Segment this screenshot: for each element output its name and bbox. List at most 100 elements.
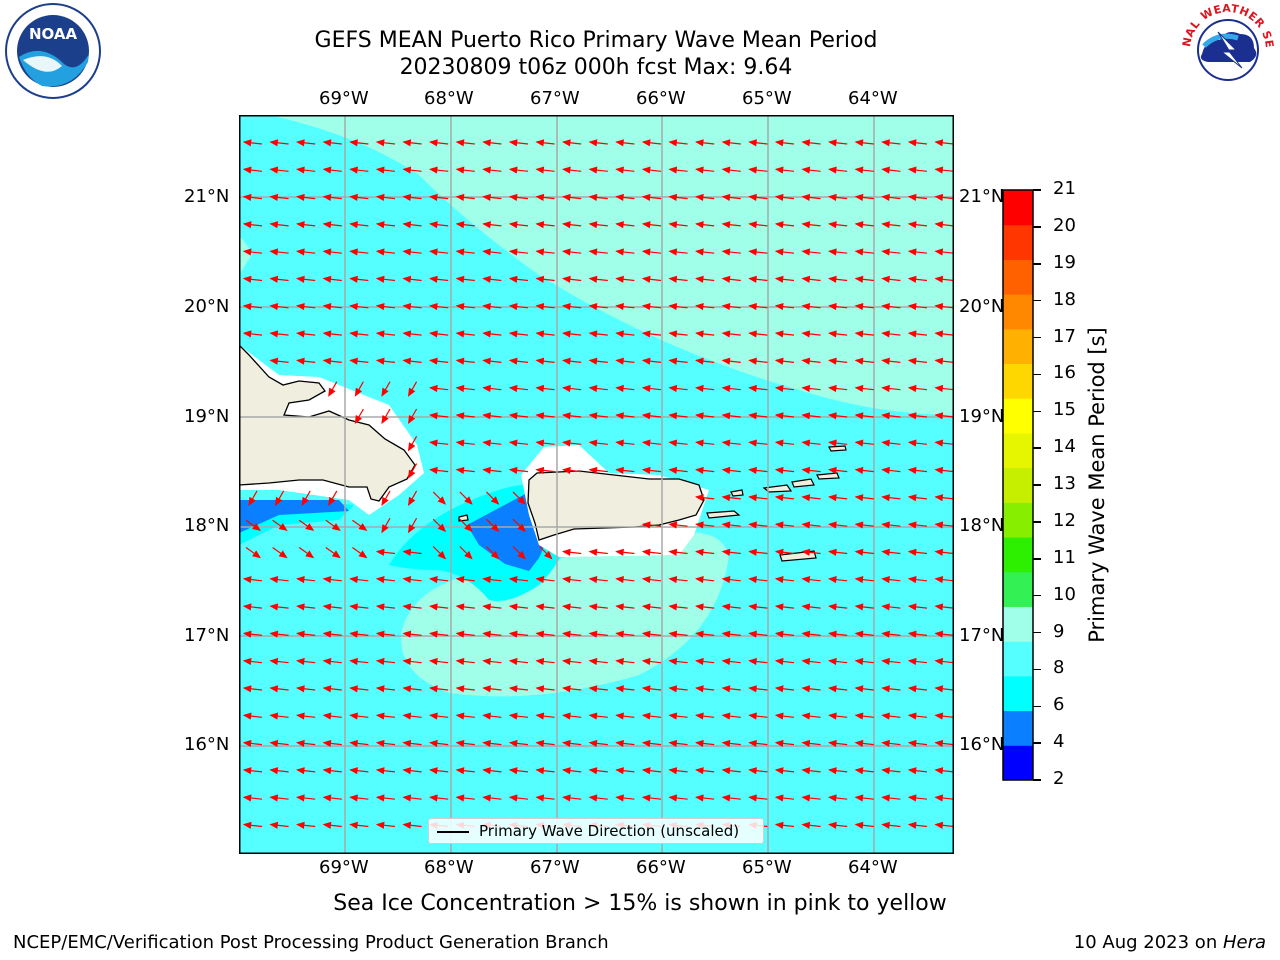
wave-direction-arrow	[322, 657, 342, 666]
wave-direction-arrow	[934, 712, 954, 720]
colorbar-segment	[1003, 398, 1033, 434]
wave-direction-arrow	[641, 248, 662, 256]
wave-direction-arrow	[328, 490, 338, 506]
wave-direction-arrow	[828, 193, 848, 201]
wave-direction-arrow	[588, 248, 608, 256]
wave-direction-arrow	[695, 357, 715, 365]
wave-direction-arrow	[296, 221, 316, 229]
wave-direction-arrow	[801, 275, 821, 283]
wave-direction-arrow	[535, 739, 555, 747]
wave-direction-arrow	[562, 548, 582, 556]
wave-direction-arrow	[482, 303, 502, 311]
colorbar-tick-label: 2	[1053, 768, 1065, 789]
wave-direction-arrow	[322, 630, 342, 638]
wave-direction-arrow	[934, 303, 954, 311]
wave-direction-arrow	[934, 657, 954, 666]
wave-direction-arrow	[934, 275, 954, 283]
wave-direction-arrow	[695, 439, 715, 447]
lat-tick-right: 17°N	[959, 625, 1005, 646]
wave-direction-arrow	[615, 139, 635, 147]
wave-direction-arrow	[322, 794, 342, 802]
wave-direction-arrow	[907, 303, 928, 311]
wave-direction-arrow	[429, 303, 449, 311]
wave-direction-arrow	[934, 330, 954, 338]
wave-direction-arrow	[375, 357, 396, 365]
wave-direction-arrow	[402, 657, 422, 666]
wave-direction-arrow	[907, 576, 928, 584]
wave-direction-arrow	[588, 330, 608, 338]
wave-direction-arrow	[801, 303, 821, 311]
wave-direction-arrow	[402, 576, 422, 584]
wave-direction-arrow	[535, 685, 555, 693]
wave-direction-arrow	[854, 739, 874, 747]
wave-direction-arrow	[512, 491, 526, 505]
mona-island	[458, 514, 469, 522]
wave-direction-arrow	[641, 466, 662, 474]
wave-direction-arrow	[801, 439, 821, 447]
wave-direction-arrow	[721, 384, 741, 393]
wave-direction-arrow	[429, 685, 449, 693]
wave-direction-arrow	[668, 521, 688, 529]
wave-direction-arrow	[907, 466, 928, 474]
wave-direction-arrow	[695, 794, 715, 802]
colorbar-tick-mark	[1033, 779, 1041, 781]
wave-direction-arrow	[748, 330, 768, 338]
wave-direction-arrow	[402, 221, 422, 229]
vieques-island	[706, 510, 741, 519]
wave-direction-arrow	[774, 739, 795, 747]
wave-direction-arrow	[668, 767, 688, 775]
wave-direction-arrow	[774, 357, 795, 365]
wave-direction-arrow	[482, 439, 502, 447]
wave-direction-arrow	[774, 712, 795, 720]
noaa-logo-text: NOAA	[29, 25, 78, 43]
wave-direction-arrow	[828, 548, 848, 556]
wave-direction-arrow	[508, 439, 529, 447]
wave-direction-arrow	[322, 712, 342, 720]
wave-direction-arrow	[721, 330, 741, 338]
wave-direction-arrow	[774, 630, 795, 638]
wave-direction-arrow	[615, 439, 635, 447]
wave-direction-arrow	[482, 657, 502, 666]
wave-direction-arrow	[349, 685, 369, 693]
wave-direction-arrow	[432, 518, 447, 533]
wave-direction-arrow	[408, 436, 418, 452]
wave-direction-arrow	[695, 303, 715, 311]
wave-direction-arrow	[562, 576, 582, 584]
wave-direction-arrow	[828, 330, 848, 338]
wave-direction-arrow	[828, 439, 848, 447]
wave-direction-arrow	[512, 518, 526, 533]
wave-direction-arrow	[482, 221, 502, 229]
wave-direction-arrow	[854, 303, 874, 311]
wave-direction-arrow	[615, 384, 635, 393]
lat-tick-left: 18°N	[184, 515, 230, 536]
wave-direction-arrow	[349, 357, 369, 365]
wave-direction-arrow	[402, 330, 422, 338]
wave-direction-arrow	[801, 767, 821, 775]
wave-direction-arrow	[242, 576, 263, 584]
wave-direction-arrow	[641, 412, 662, 420]
wave-direction-arrow	[375, 739, 396, 747]
wave-direction-arrow	[934, 193, 954, 201]
wave-direction-arrow	[881, 494, 901, 502]
wave-direction-arrow	[641, 330, 662, 338]
wave-direction-arrow	[615, 303, 635, 311]
wave-direction-arrow	[828, 494, 848, 502]
wave-direction-arrow	[349, 166, 369, 174]
lon-tick-bottom: 64°W	[848, 857, 898, 878]
wave-direction-arrow	[828, 466, 848, 474]
wave-direction-arrow	[881, 657, 901, 666]
wave-direction-arrow	[562, 657, 582, 666]
wave-direction-arrow	[482, 794, 502, 802]
wave-direction-arrow	[322, 330, 342, 338]
wave-direction-arrow	[508, 303, 529, 311]
wave-direction-arrow	[242, 767, 263, 775]
wave-direction-arrow	[455, 139, 475, 147]
wave-direction-arrow	[881, 767, 901, 775]
wave-direction-arrow	[907, 657, 928, 666]
wave-direction-arrow	[615, 221, 635, 229]
wave-direction-arrow	[562, 767, 582, 775]
wave-direction-arrow	[881, 576, 901, 584]
wave-direction-arrow	[485, 491, 500, 505]
wave-direction-arrow	[774, 548, 795, 556]
wave-direction-arrow	[615, 657, 635, 666]
